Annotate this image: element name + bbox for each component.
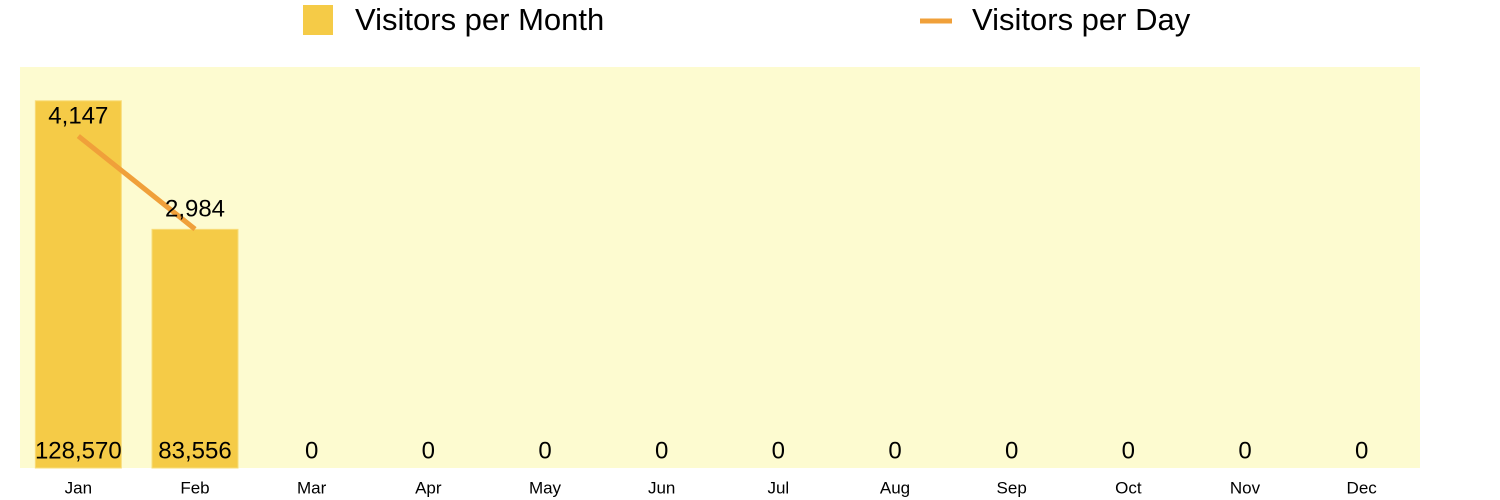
bar [34, 100, 122, 469]
x-tick-label: May [529, 478, 562, 497]
bar-value-label: 0 [888, 437, 901, 464]
x-tick-label: Apr [415, 478, 442, 497]
bar-value-label: 0 [422, 437, 435, 464]
bar-value-label: 83,556 [158, 437, 231, 464]
line-value-label: 2,984 [165, 195, 225, 222]
x-tick-label: Mar [297, 478, 327, 497]
x-tick-label: Nov [1230, 478, 1261, 497]
x-tick-label: Oct [1115, 478, 1142, 497]
x-tick-label: Jan [65, 478, 92, 497]
bar-value-label: 0 [1122, 437, 1135, 464]
bar-value-label: 0 [305, 437, 318, 464]
bar-value-label: 0 [1355, 437, 1368, 464]
plot-background [20, 67, 1420, 468]
legend-label: Visitors per Month [355, 2, 604, 37]
line-value-label: 4,147 [48, 102, 108, 129]
x-tick-label: Jun [648, 478, 675, 497]
legend-swatch [303, 5, 333, 35]
x-tick-label: Dec [1347, 478, 1378, 497]
x-tick-label: Aug [880, 478, 910, 497]
bar-value-label: 0 [1005, 437, 1018, 464]
bar-value-label: 0 [772, 437, 785, 464]
bar [151, 228, 239, 469]
x-tick-label: Jul [767, 478, 789, 497]
x-tick-label: Feb [180, 478, 209, 497]
bar-value-label: 0 [655, 437, 668, 464]
bar-value-label: 0 [1238, 437, 1251, 464]
x-tick-label: Sep [997, 478, 1027, 497]
legend-label: Visitors per Day [972, 2, 1191, 37]
bar-value-label: 0 [538, 437, 551, 464]
bar-value-label: 128,570 [35, 437, 122, 464]
line [76, 134, 197, 232]
